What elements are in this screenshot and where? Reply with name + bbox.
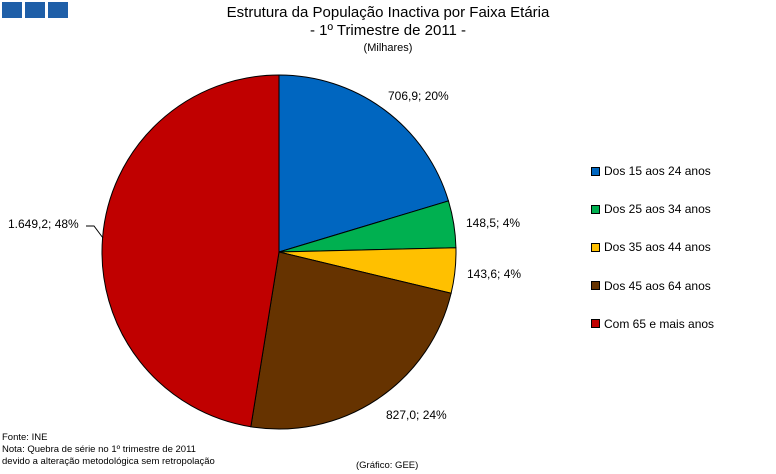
source-text: Fonte: INE xyxy=(2,432,48,443)
note-line-1: Nota: Quebra de série no 1º trimestre de… xyxy=(2,444,196,455)
legend-item: Dos 25 aos 34 anos xyxy=(591,190,714,228)
footnote: Fonte: INE Nota: Quebra de série no 1º t… xyxy=(2,432,215,468)
legend-swatch-4 xyxy=(591,319,600,329)
legend-label-4: Com 65 e mais anos xyxy=(604,316,715,331)
gee-logo xyxy=(2,2,68,18)
legend-item: Dos 15 aos 24 anos xyxy=(591,152,714,190)
chart-subtitle: - 1º Trimestre de 2011 - xyxy=(309,22,467,39)
legend-swatch-1 xyxy=(591,204,600,214)
legend-swatch-0 xyxy=(591,166,600,176)
note-line-2: devido a alteração metodológica sem retr… xyxy=(2,456,215,467)
legend-label-0: Dos 15 aos 24 anos xyxy=(604,164,711,179)
data-label-1: 148,5; 4% xyxy=(466,216,521,230)
data-label-3: 827,0; 24% xyxy=(386,408,447,422)
chart-credit: (Gráfico: GEE) xyxy=(356,460,419,471)
data-label-0: 706,9; 20% xyxy=(388,89,449,103)
leader-line xyxy=(86,225,104,239)
legend-item: Com 65 e mais anos xyxy=(591,305,714,343)
chart-title: Estrutura da População Inactiva por Faix… xyxy=(226,4,550,21)
pie-slice-0 xyxy=(278,74,450,253)
legend: Dos 15 aos 24 anos Dos 25 aos 34 anos Do… xyxy=(591,152,714,343)
legend-item: Dos 35 aos 44 anos xyxy=(591,228,714,266)
legend-swatch-2 xyxy=(591,242,600,252)
data-label-4: 1.649,2; 48% xyxy=(8,217,79,231)
legend-label-2: Dos 35 aos 44 anos xyxy=(604,240,711,255)
legend-item: Dos 45 aos 64 anos xyxy=(591,267,714,305)
pie-slice-3 xyxy=(250,251,452,430)
legend-label-3: Dos 45 aos 64 anos xyxy=(604,278,711,293)
legend-swatch-3 xyxy=(591,281,600,291)
legend-label-1: Dos 25 aos 34 anos xyxy=(604,202,711,217)
chart-unit: (Milhares) xyxy=(363,42,413,54)
pie-slice-4 xyxy=(101,74,280,428)
data-label-2: 143,6; 4% xyxy=(467,267,522,281)
